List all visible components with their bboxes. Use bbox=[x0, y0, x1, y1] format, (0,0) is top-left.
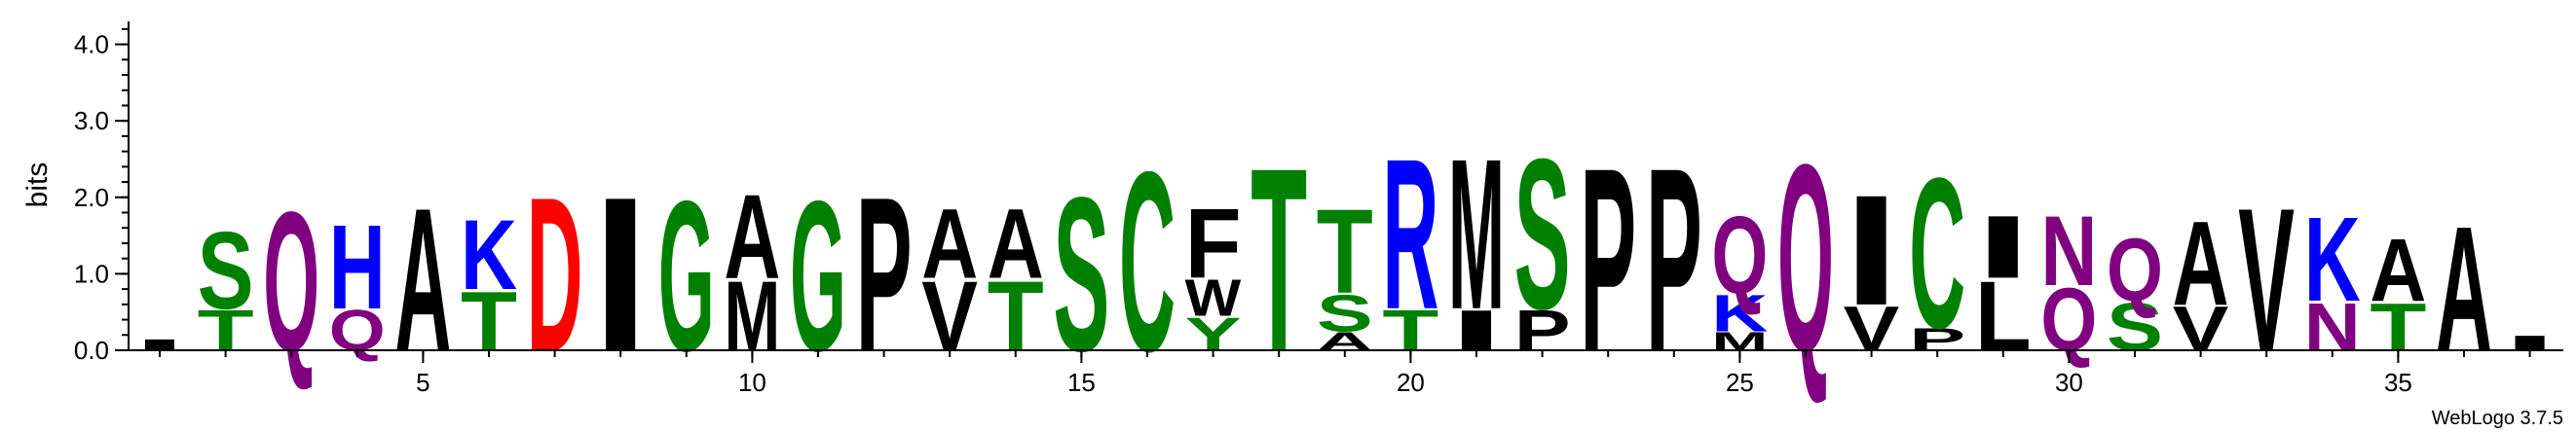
logo-letter-I: I bbox=[1975, 198, 2032, 297]
logo-letter-C: C bbox=[1909, 134, 1965, 374]
logo-letter-D: D bbox=[527, 151, 583, 397]
x-tick-label: 20 bbox=[1397, 368, 1425, 397]
logo-letter-K: K bbox=[1711, 284, 1768, 342]
logo-letter-S: S bbox=[1317, 285, 1373, 343]
y-tick-label: 0.0 bbox=[74, 336, 109, 365]
y-tick-label: 2.0 bbox=[74, 183, 109, 212]
y-tick-label: 4.0 bbox=[74, 30, 109, 59]
x-tick-label: 5 bbox=[416, 368, 429, 397]
logo-letter-Q: Q bbox=[263, 170, 319, 393]
logo-letter-A: A bbox=[988, 189, 1044, 299]
logo-letter-T: T bbox=[1317, 185, 1373, 319]
logo-letter-A: A bbox=[921, 189, 978, 299]
logo-letter-K: K bbox=[461, 200, 517, 310]
logo-letter-N: N bbox=[2040, 197, 2097, 306]
weblogo-version-footer: WebLogo 3.7.5 bbox=[2432, 408, 2563, 429]
x-tick-label: 30 bbox=[2055, 368, 2083, 397]
y-axis-title: bits bbox=[21, 162, 54, 208]
logo-letter-A: A bbox=[724, 170, 780, 305]
logo-letter-Q: Q bbox=[1711, 195, 1768, 317]
logo-letter-I: I bbox=[1844, 162, 1900, 339]
logo-letter-G: G bbox=[658, 156, 715, 396]
logo-letter-Q: Q bbox=[1777, 109, 1834, 408]
logo-letter-K: K bbox=[2304, 194, 2361, 328]
y-tick-label: 1.0 bbox=[74, 259, 109, 288]
logo-letter-A: A bbox=[2370, 221, 2426, 320]
logo-letter-I: I bbox=[2502, 332, 2558, 355]
logo-letter-W: W bbox=[1185, 270, 1242, 328]
logo-letter-P: P bbox=[856, 153, 913, 398]
logo-letter-Q: Q bbox=[2107, 220, 2163, 320]
y-axis: 0.0 1.0 2.0 3.0 4.0 bbox=[74, 21, 130, 365]
logo-letter-V: V bbox=[2238, 167, 2295, 395]
x-tick-label: 35 bbox=[2384, 368, 2412, 397]
logo-letter-A: A bbox=[2173, 197, 2229, 331]
logo-letter-I: I bbox=[592, 152, 649, 398]
logo-letter-F: F bbox=[1185, 188, 1242, 299]
x-tick-label: 15 bbox=[1067, 368, 1096, 397]
logo-letter-P: P bbox=[1646, 115, 1702, 407]
logo-letter-H: H bbox=[329, 200, 386, 335]
logo-letter-P: P bbox=[1580, 115, 1636, 407]
x-axis: 5 10 15 20 25 30 35 bbox=[129, 349, 2563, 397]
x-tick-label: 10 bbox=[738, 368, 766, 397]
logo-letter-S: S bbox=[198, 210, 254, 333]
logo-letter-C: C bbox=[1119, 119, 1176, 406]
x-tick-label: 25 bbox=[1726, 368, 1754, 397]
logo-letter-M: M bbox=[1448, 114, 1505, 354]
logo-letter-G: G bbox=[790, 156, 846, 396]
y-tick-label: 3.0 bbox=[74, 106, 109, 135]
logo-letter-I: I bbox=[131, 336, 188, 353]
logo-letter-A: A bbox=[2436, 189, 2492, 388]
logo-letter-R: R bbox=[1382, 116, 1438, 355]
logo-letter-S: S bbox=[1514, 114, 1571, 354]
logo-letter-T: T bbox=[1251, 113, 1307, 406]
